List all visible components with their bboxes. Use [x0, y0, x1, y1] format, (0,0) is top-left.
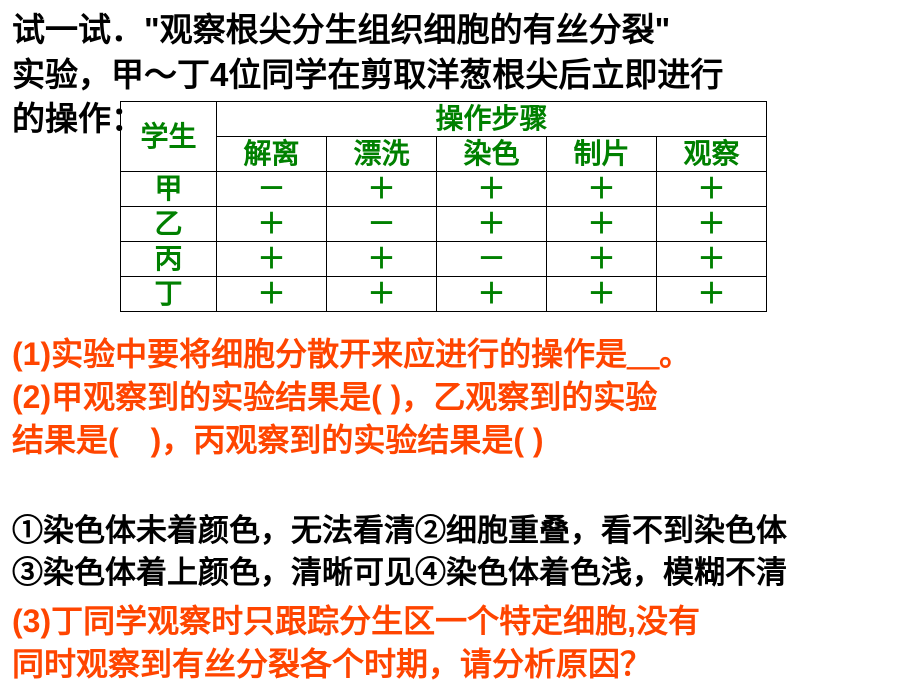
th-col3: 制片: [547, 137, 657, 172]
row2-name: 丙: [121, 242, 217, 277]
row2-c3: ＋: [547, 242, 657, 277]
steps-table-wrap: 学生 操作步骤 解离 漂洗 染色 制片 观察 甲 － ＋ ＋ ＋ ＋ 乙 ＋ －…: [120, 101, 767, 312]
row1-c3: ＋: [547, 207, 657, 242]
q1-line2: (2)甲观察到的实验结果是( )，乙观察到的实验: [12, 379, 657, 415]
row2-c0: ＋: [217, 242, 327, 277]
row0-c0: －: [217, 172, 327, 207]
question-1-2: (1)实验中要将细胞分散开来应进行的操作是＿。 (2)甲观察到的实验结果是( )…: [12, 333, 912, 463]
row3-c1: ＋: [327, 277, 437, 312]
answer-options: ①染色体未着颜色，无法看清②细胞重叠，看不到染色体 ③染色体着上颜色，清晰可见④…: [12, 510, 912, 594]
q3-line2: 同时观察到有丝分裂各个时期，请分析原因？: [12, 646, 652, 682]
table-row: 丁 ＋ ＋ ＋ ＋ ＋: [121, 277, 767, 312]
row0-c3: ＋: [547, 172, 657, 207]
intro-line1: 试一试．"观察根尖分生组织细胞的有丝分裂": [12, 11, 670, 48]
table-row: 甲 － ＋ ＋ ＋ ＋: [121, 172, 767, 207]
q1-line1: (1)实验中要将细胞分散开来应进行的操作是＿。: [12, 336, 691, 372]
q3-line1: (3)丁同学观察时只跟踪分生区一个特定细胞,没有: [12, 603, 700, 639]
intro-line2: 实验，甲～丁4位同学在剪取洋葱根尖后立即进行: [12, 56, 723, 93]
row2-c2: －: [437, 242, 547, 277]
row0-c2: ＋: [437, 172, 547, 207]
table-row: 乙 ＋ － ＋ ＋ ＋: [121, 207, 767, 242]
row1-c1: －: [327, 207, 437, 242]
row1-c4: ＋: [657, 207, 767, 242]
row3-c0: ＋: [217, 277, 327, 312]
row1-c2: ＋: [437, 207, 547, 242]
th-steps: 操作步骤: [217, 102, 767, 137]
th-col1: 漂洗: [327, 137, 437, 172]
th-student: 学生: [121, 102, 217, 172]
options-line1: ①染色体未着颜色，无法看清②细胞重叠，看不到染色体: [12, 513, 787, 548]
th-col4: 观察: [657, 137, 767, 172]
row1-c0: ＋: [217, 207, 327, 242]
row0-c4: ＋: [657, 172, 767, 207]
row3-c4: ＋: [657, 277, 767, 312]
row0-c1: ＋: [327, 172, 437, 207]
row0-name: 甲: [121, 172, 217, 207]
row3-c3: ＋: [547, 277, 657, 312]
row3-c2: ＋: [437, 277, 547, 312]
question-3: (3)丁同学观察时只跟踪分生区一个特定细胞,没有 同时观察到有丝分裂各个时期，请…: [12, 600, 912, 686]
row3-name: 丁: [121, 277, 217, 312]
th-col2: 染色: [437, 137, 547, 172]
steps-table: 学生 操作步骤 解离 漂洗 染色 制片 观察 甲 － ＋ ＋ ＋ ＋ 乙 ＋ －…: [120, 101, 767, 312]
row2-c1: ＋: [327, 242, 437, 277]
q1-line3: 结果是( )，丙观察到的实验结果是( ): [12, 422, 544, 458]
options-line2: ③染色体着上颜色，清晰可见④染色体着色浅，模糊不清: [12, 555, 787, 590]
th-col0: 解离: [217, 137, 327, 172]
row1-name: 乙: [121, 207, 217, 242]
table-row: 丙 ＋ ＋ － ＋ ＋: [121, 242, 767, 277]
row2-c4: ＋: [657, 242, 767, 277]
